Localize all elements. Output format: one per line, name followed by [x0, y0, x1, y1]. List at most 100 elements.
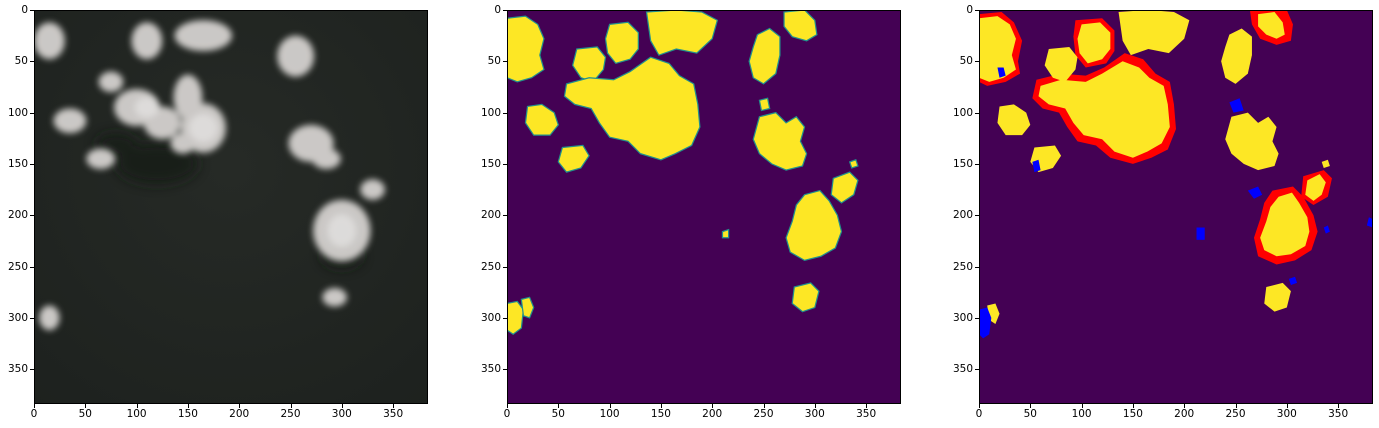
- x-tick-label: 100: [599, 408, 620, 420]
- x-tick-label: 150: [1122, 408, 1143, 420]
- x-tick-label: 350: [383, 408, 404, 420]
- y-tick-label: 350: [952, 362, 973, 375]
- x-tick-label: 200: [1174, 408, 1195, 420]
- y-tick-label: 50: [959, 55, 973, 68]
- x-tick-mark: [1286, 404, 1288, 408]
- x-tick-mark: [712, 404, 714, 408]
- x-tick-label: 250: [280, 408, 301, 420]
- x-tick-mark: [136, 404, 138, 408]
- x-tick-label: 100: [126, 408, 147, 420]
- y-tick-mark: [503, 10, 507, 11]
- x-tick-label: 300: [331, 408, 352, 420]
- y-tick-mark: [503, 317, 507, 319]
- x-tick-label: 0: [30, 408, 38, 420]
- x-tick-label: 200: [229, 408, 250, 420]
- y-tick-label: 0: [494, 3, 501, 16]
- y-tick-mark: [975, 61, 979, 63]
- y-tick-mark: [503, 266, 507, 268]
- y-tick-label: 100: [480, 106, 501, 119]
- y-tick-label: 200: [7, 208, 28, 221]
- y-tick-label: 150: [480, 157, 501, 170]
- y-tick-label: 350: [480, 362, 501, 375]
- y-tick-mark: [975, 266, 979, 268]
- x-tick-label: 150: [177, 408, 198, 420]
- x-tick-mark: [85, 404, 87, 408]
- x-tick-mark: [239, 404, 241, 408]
- x-tick-label: 250: [1225, 408, 1246, 420]
- x-tick-label: 200: [702, 408, 723, 420]
- y-tick-label: 50: [487, 55, 501, 68]
- x-tick-mark: [1338, 404, 1340, 408]
- y-tick-mark: [30, 112, 34, 114]
- x-tick-mark: [393, 404, 395, 408]
- x-tick-mark: [290, 404, 292, 408]
- y-tick-mark: [503, 61, 507, 63]
- cloud-mask-prediction-panel: 0 50 100 150 200 250 300 350 0 50 100 150 200 250 300 3…: [481, 5, 901, 419]
- x-tick-label: 0: [975, 408, 983, 420]
- cloud-mask-error-overlay: [979, 10, 1373, 404]
- cloud-mask-error-overlay-panel: 0 50 100 150 200 250 300 350 0 50 100 150 200 250 300 3…: [953, 5, 1373, 419]
- x-tick-label: 50: [78, 408, 92, 420]
- y-tick-mark: [30, 215, 34, 217]
- y-tick-label: 350: [7, 362, 28, 375]
- y-tick-label: 250: [952, 260, 973, 273]
- y-tick-mark: [503, 163, 507, 165]
- x-tick-mark: [1081, 404, 1083, 408]
- y-tick-label: 300: [952, 311, 973, 324]
- satellite-image: [34, 10, 428, 404]
- x-tick-mark: [1132, 404, 1134, 408]
- x-tick-label: 250: [753, 408, 774, 420]
- x-tick-mark: [507, 404, 508, 408]
- x-tick-label: 50: [551, 408, 565, 420]
- x-tick-mark: [341, 404, 343, 408]
- x-tick-mark: [34, 404, 35, 408]
- y-tick-mark: [975, 317, 979, 319]
- y-tick-mark: [975, 112, 979, 114]
- y-tick-mark: [30, 163, 34, 165]
- x-tick-label: 100: [1071, 408, 1092, 420]
- y-tick-label: 150: [952, 157, 973, 170]
- x-tick-mark: [814, 404, 816, 408]
- x-tick-label: 300: [804, 408, 825, 420]
- x-tick-label: 150: [650, 408, 671, 420]
- x-tick-mark: [187, 404, 189, 408]
- y-tick-mark: [30, 10, 34, 11]
- y-tick-mark: [975, 369, 979, 371]
- y-tick-label: 0: [966, 3, 973, 16]
- x-tick-label: 300: [1276, 408, 1297, 420]
- y-tick-label: 300: [7, 311, 28, 324]
- y-tick-label: 250: [480, 260, 501, 273]
- y-tick-label: 300: [480, 311, 501, 324]
- x-tick-label: 350: [1328, 408, 1349, 420]
- y-tick-label: 50: [14, 55, 28, 68]
- y-tick-label: 200: [952, 208, 973, 221]
- x-tick-mark: [1184, 404, 1186, 408]
- x-tick-label: 50: [1023, 408, 1037, 420]
- y-tick-mark: [30, 61, 34, 63]
- y-tick-label: 100: [952, 106, 973, 119]
- y-tick-mark: [975, 10, 979, 11]
- x-tick-mark: [660, 404, 662, 408]
- y-tick-mark: [30, 266, 34, 268]
- y-tick-label: 250: [7, 260, 28, 273]
- y-tick-label: 100: [7, 106, 28, 119]
- y-tick-mark: [503, 215, 507, 217]
- satellite-image-panel: 0 50 100 150 200 250 300 350 0 50 100 150 200 250 300 3…: [8, 5, 428, 419]
- y-tick-mark: [975, 163, 979, 165]
- x-tick-mark: [558, 404, 560, 408]
- x-tick-label: 350: [856, 408, 877, 420]
- y-tick-mark: [30, 369, 34, 371]
- x-tick-mark: [866, 404, 868, 408]
- x-tick-mark: [609, 404, 611, 408]
- x-tick-mark: [763, 404, 765, 408]
- x-tick-mark: [1235, 404, 1237, 408]
- x-tick-mark: [1030, 404, 1032, 408]
- y-tick-label: 0: [21, 3, 28, 16]
- y-tick-mark: [503, 112, 507, 114]
- cloud-mask-prediction: [507, 10, 901, 404]
- y-tick-label: 150: [7, 157, 28, 170]
- x-tick-label: 0: [503, 408, 511, 420]
- y-tick-label: 200: [480, 208, 501, 221]
- y-tick-mark: [975, 215, 979, 217]
- y-tick-mark: [503, 369, 507, 371]
